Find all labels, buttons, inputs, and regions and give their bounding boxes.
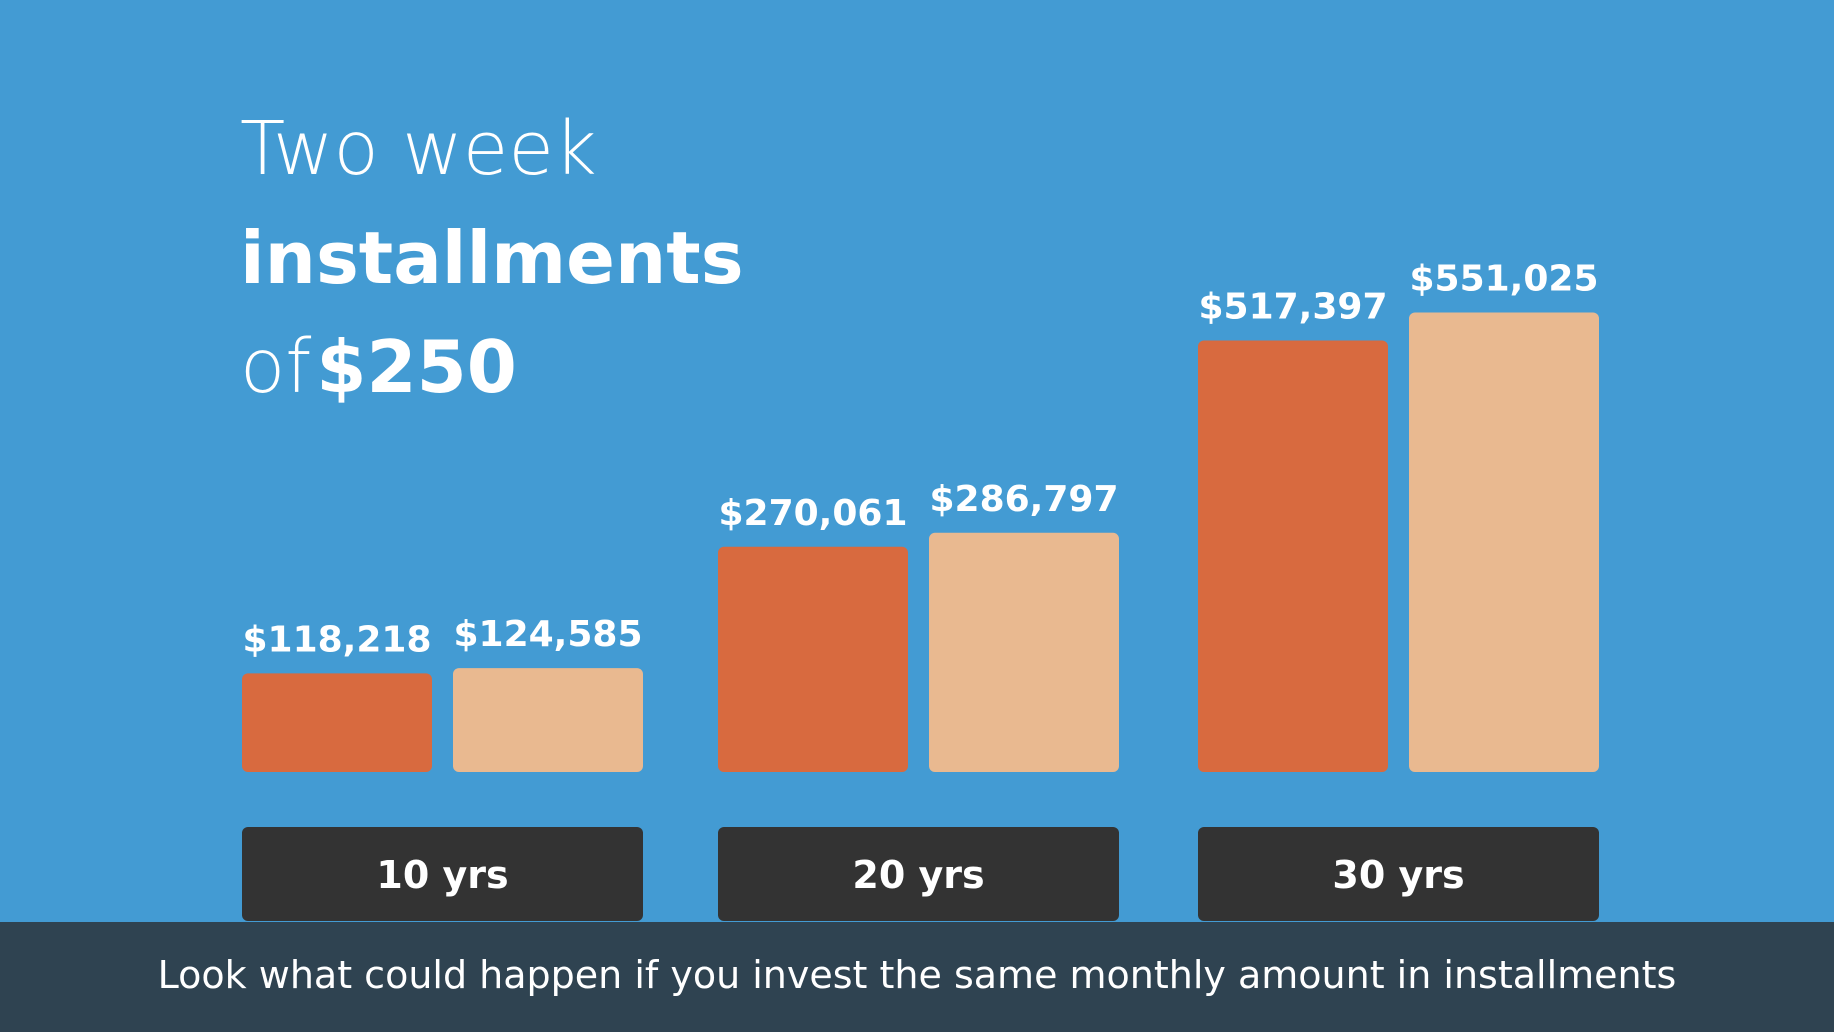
data-label-2-0: $517,397 (1198, 286, 1387, 327)
footer-text: Look what could happen if you invest the… (157, 953, 1677, 997)
chart-title: Two week installments of $250 (240, 108, 744, 438)
data-label-1-1: $286,797 (929, 479, 1118, 520)
bar-0-0 (242, 673, 432, 772)
category-label-1: 20 yrs (852, 853, 984, 897)
data-label-1-0: $270,061 (718, 493, 907, 534)
bar-2-1 (1409, 312, 1599, 772)
category-box-1 (718, 827, 1119, 921)
title-line-1: Two week (240, 106, 597, 192)
title-prefix: of (240, 324, 312, 410)
category-box-0 (242, 827, 643, 921)
bar-1-0 (718, 546, 908, 772)
category-label-0: 10 yrs (376, 853, 508, 897)
data-label-0-0: $118,218 (242, 619, 431, 660)
category-box-2 (1198, 827, 1599, 921)
title-line-2: installments (240, 216, 744, 300)
bar-2-0 (1198, 340, 1388, 772)
data-label-2-1: $551,025 (1409, 258, 1598, 299)
footer-banner: Look what could happen if you invest the… (0, 922, 1834, 1032)
title-line-3: of $250 (240, 330, 744, 438)
category-label-2: 30 yrs (1332, 853, 1464, 897)
bar-0-1 (453, 668, 643, 772)
bar-1-1 (929, 532, 1119, 772)
data-label-0-1: $124,585 (453, 614, 642, 655)
title-amount: $250 (316, 325, 517, 409)
